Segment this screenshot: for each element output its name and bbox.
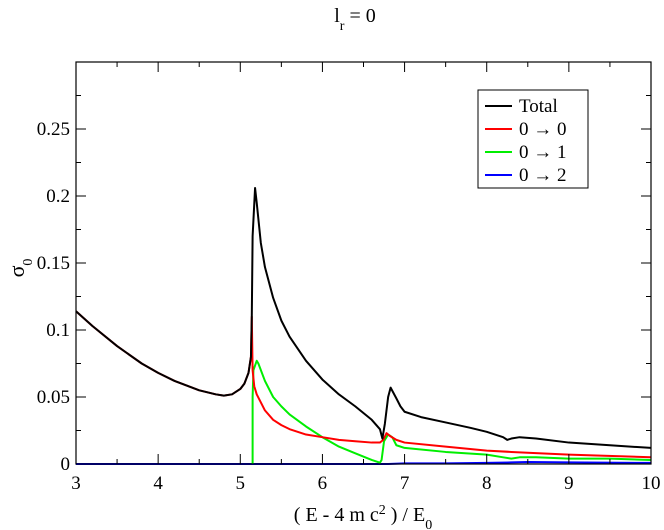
chart-title-rest: = 0 <box>344 5 375 27</box>
legend-label-s01: 0 → 1 <box>519 142 567 163</box>
legend-label-total: Total <box>519 96 558 117</box>
chart-title-main: l <box>334 5 340 27</box>
x-tick-label: 6 <box>318 473 328 494</box>
y-tick-label: 0.2 <box>46 186 70 207</box>
y-tick-label: 0.1 <box>46 320 70 341</box>
y-tick-label: 0 <box>61 454 71 475</box>
x-tick-label: 9 <box>564 473 574 494</box>
x-axis-label-mid: ) / E <box>386 504 425 526</box>
x-tick-label: 4 <box>153 473 163 494</box>
chart-title: lr = 0 <box>334 5 376 34</box>
y-tick-label: 0.05 <box>37 387 70 408</box>
y-tick-label: 0.15 <box>37 253 70 274</box>
chart-title-sub: r <box>340 19 345 34</box>
x-tick-label: 7 <box>400 473 410 494</box>
x-axis-label: ( E - 4 m c2 ) / E0 <box>294 503 432 530</box>
x-tick-label: 5 <box>236 473 246 494</box>
y-axis-label-main: σ <box>4 265 29 277</box>
legend-label-s02: 0 → 2 <box>519 165 567 186</box>
x-axis-label-pre: ( E - 4 m c <box>294 504 379 526</box>
legend-label-s00: 0 → 0 <box>519 119 567 140</box>
x-axis-label-sup: 2 <box>379 503 386 518</box>
x-axis-label-sub: 0 <box>425 518 432 530</box>
x-tick-label: 3 <box>71 473 81 494</box>
x-tick-label: 10 <box>642 473 661 494</box>
x-tick-label: 8 <box>482 473 492 494</box>
y-axis-label-sub: 0 <box>21 259 36 266</box>
series-line-s01 <box>251 359 652 464</box>
series-line-s00 <box>75 310 652 459</box>
y-axis-label: σ0 <box>4 259 36 278</box>
series-line-total <box>75 186 652 449</box>
y-tick-label: 0.25 <box>37 119 70 140</box>
